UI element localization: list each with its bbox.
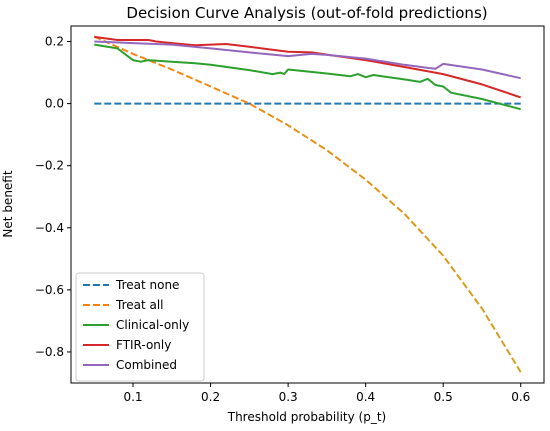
x-tick-label: 0.1 [123,390,142,404]
y-tick-label: −0.8 [35,345,64,359]
legend-label-clinical-only: Clinical-only [116,318,189,332]
x-tick-label: 0.3 [279,390,298,404]
y-tick-label: 0.2 [45,35,64,49]
y-axis-label: Net benefit [1,170,15,237]
legend: Treat none Treat all Clinical-only FTIR-onl… [75,272,205,382]
x-tick-label: 0.2 [201,390,220,404]
x-axis: 0.1 0.2 0.3 0.4 0.5 0.6 [123,383,530,404]
y-axis: −0.8 −0.6 −0.4 −0.2 0.0 0.2 [35,35,71,359]
series-layer [93,35,522,373]
x-tick-label: 0.4 [356,390,375,404]
series-line-ftir-only [94,35,522,99]
series-line-clinical-only [94,43,521,111]
x-axis-label: Threshold probability (p_t) [227,410,386,424]
legend-box [75,272,205,382]
y-tick-label: −0.4 [35,221,64,235]
x-tick-label: 0.5 [434,390,453,404]
legend-label-treat-none: Treat none [115,278,179,292]
legend-label-combined: Combined [116,358,177,372]
y-tick-label: −0.6 [35,283,64,297]
y-tick-label: 0.0 [45,97,64,111]
x-tick-label: 0.6 [511,390,530,404]
y-tick-label: −0.2 [35,159,64,173]
series-line-treat-all [93,35,522,373]
series-line-combined [94,40,521,80]
legend-label-treat-all: Treat all [115,298,164,312]
chart-title: Decision Curve Analysis (out-of-fold pre… [126,4,487,22]
legend-label-ftir-only: FTIR-only [116,338,171,352]
